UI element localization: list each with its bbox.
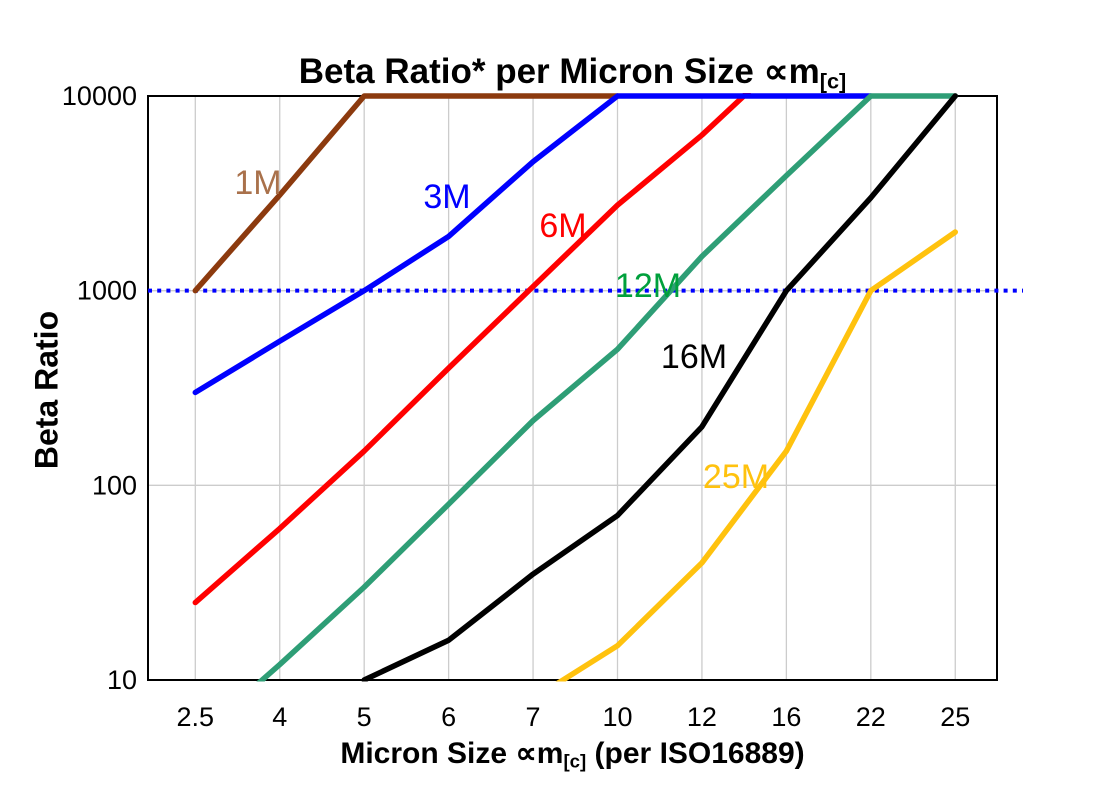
x-axis-title-subscript: [c] bbox=[563, 750, 587, 772]
series-line-25M bbox=[555, 229, 959, 682]
x-tick-label-6: 6 bbox=[441, 702, 456, 732]
x-axis-title-suffix: (per ISO16889) bbox=[586, 737, 805, 770]
series-label-3M: 3M bbox=[423, 178, 470, 216]
series-label-16M: 16M bbox=[661, 338, 727, 376]
series-line-12M bbox=[256, 93, 959, 682]
series-label-12M: 12M bbox=[615, 267, 681, 305]
series-line-1M bbox=[192, 93, 621, 294]
series-label-6M: 6M bbox=[539, 207, 586, 245]
x-tick-label-7: 7 bbox=[526, 702, 541, 732]
y-tick-label-10000: 10000 bbox=[62, 81, 137, 111]
y-tick-label-1000: 1000 bbox=[77, 276, 137, 306]
x-tick-label-4: 4 bbox=[272, 702, 287, 732]
x-tick-label-22: 22 bbox=[856, 702, 886, 732]
series-line-6M bbox=[192, 93, 752, 606]
x-tick-label-5: 5 bbox=[357, 702, 372, 732]
x-tick-label-25: 25 bbox=[940, 702, 970, 732]
x-tick-label-2.5: 2.5 bbox=[177, 702, 215, 732]
chart-title-subscript: [c] bbox=[819, 68, 847, 94]
x-tick-label-10: 10 bbox=[602, 702, 632, 732]
series-label-1M: 1M bbox=[234, 164, 281, 202]
x-tick-label-16: 16 bbox=[771, 702, 801, 732]
series-line-16M bbox=[361, 93, 959, 682]
y-tick-label-100: 100 bbox=[92, 470, 137, 500]
chart-title-main: Beta Ratio* per Micron Size ∝m bbox=[298, 52, 820, 91]
x-tick-label-12: 12 bbox=[687, 702, 717, 732]
y-tick-label-10: 10 bbox=[107, 665, 137, 695]
series-line-3M bbox=[192, 93, 874, 396]
x-axis-title: Micron Size ∝m[c] (per ISO16889) bbox=[148, 736, 997, 773]
x-axis-title-main: Micron Size ∝m bbox=[340, 737, 564, 770]
chart-title: Beta Ratio* per Micron Size ∝m[c] bbox=[148, 52, 997, 94]
series-label-25M: 25M bbox=[703, 458, 769, 496]
